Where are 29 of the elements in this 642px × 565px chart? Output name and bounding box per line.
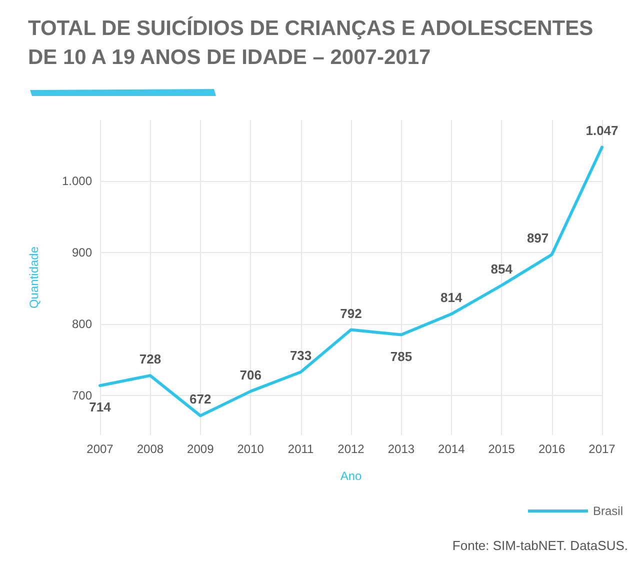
data-label: 792: [340, 306, 362, 321]
y-tick-label: 900: [72, 245, 92, 260]
x-tick-label: 2008: [136, 442, 164, 456]
x-tick-label: 2011: [288, 442, 314, 456]
data-label: 733: [290, 348, 312, 363]
legend-label: Brasil: [592, 504, 624, 518]
data-label: 854: [490, 261, 514, 276]
data-label: 672: [190, 392, 212, 407]
data-label: 785: [390, 348, 412, 364]
data-label: 1.047: [586, 123, 618, 138]
x-tick-label: 2017: [588, 442, 616, 456]
y-tick-label: 800: [72, 317, 92, 332]
x-tick-label: 2009: [187, 442, 214, 456]
x-tick-label: 2013: [388, 442, 415, 456]
x-tick-label: 2016: [538, 442, 566, 456]
x-tick-label: 2010: [237, 442, 264, 456]
data-label: 728: [139, 352, 162, 367]
y-axis-title: Quantidade: [27, 246, 41, 309]
x-axis-title: Ano: [340, 469, 362, 483]
x-tick-label: 2012: [338, 442, 365, 456]
data-label: 706: [240, 367, 262, 382]
x-tick-label: 2014: [438, 442, 466, 456]
chart-title: TOTAL DE SUICÍDIOS DE CRIANÇAS E ADOLESCENTES DE 10 A 19 ANOS DE IDADE – 2007-2017: [28, 15, 594, 71]
data-label: 814: [440, 290, 464, 306]
y-tick-label: 1.000: [62, 174, 92, 188]
x-tick-label: 2015: [488, 442, 516, 456]
source-note: Fonte: SIM-tabNET. DataSUS.: [452, 538, 628, 553]
x-tick-label: 2007: [86, 442, 114, 456]
data-label: 897: [526, 230, 549, 246]
